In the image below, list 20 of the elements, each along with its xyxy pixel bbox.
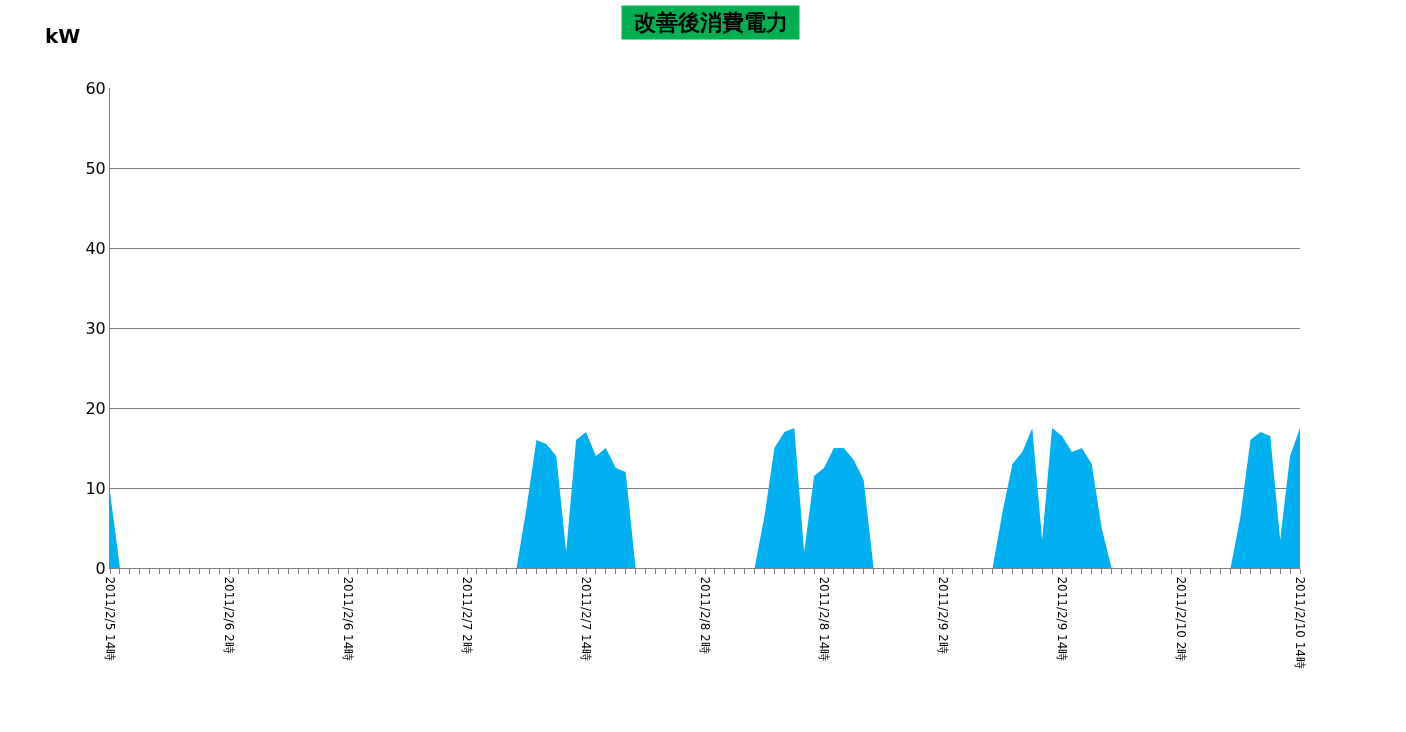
x-tick-label: 2011/2/5 14時 (103, 576, 118, 662)
y-tick-label: 40 (85, 238, 106, 258)
y-tick-label: 50 (85, 158, 106, 178)
y-tick-label: 20 (85, 398, 106, 418)
x-tick-label: 2011/2/7 14時 (579, 576, 594, 662)
x-tick-label: 2011/2/10 2時 (1174, 576, 1189, 662)
x-tick-label: 2011/2/9 14時 (1055, 576, 1070, 662)
y-axis-title: kW (45, 24, 81, 48)
x-tick-label: 2011/2/8 2時 (698, 576, 713, 654)
y-tick-label: 10 (85, 478, 106, 498)
x-tick-label: 2011/2/8 14時 (817, 576, 832, 662)
x-tick-label: 2011/2/6 2時 (222, 576, 237, 654)
y-tick-label: 0 (95, 558, 106, 578)
x-tick-label: 2011/2/9 2時 (936, 576, 951, 654)
x-tick-label: 2011/2/10 14時 (1293, 576, 1308, 670)
x-tick-label: 2011/2/7 2時 (460, 576, 475, 654)
chart-title: 改善後消費電力 (626, 10, 796, 35)
y-tick-label: 30 (85, 318, 106, 338)
x-tick-label: 2011/2/6 14時 (341, 576, 356, 662)
y-tick-label: 60 (85, 78, 106, 98)
